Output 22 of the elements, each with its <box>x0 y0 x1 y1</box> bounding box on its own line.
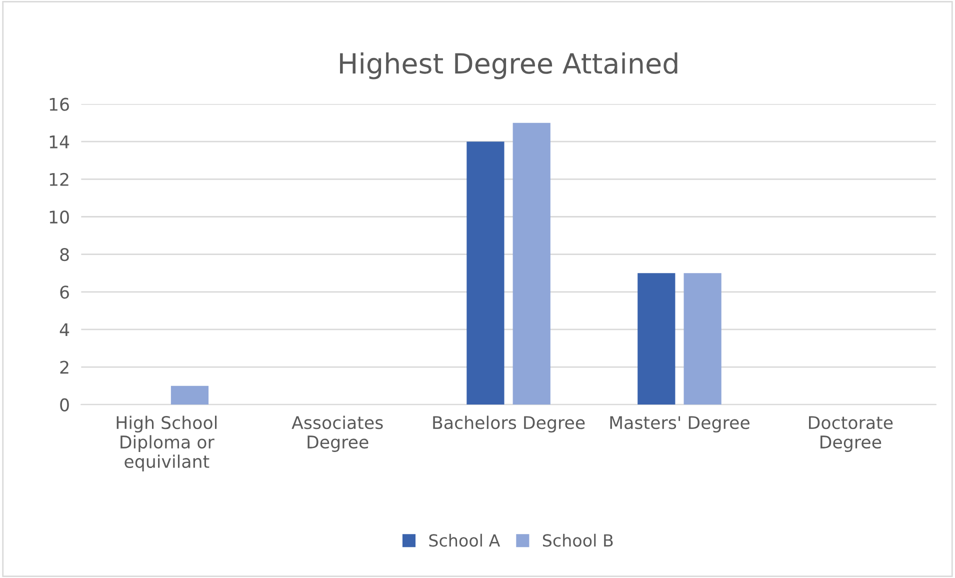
bar <box>466 142 504 405</box>
y-tick-label: 14 <box>50 136 70 148</box>
x-tick-label: Doctorate Degree <box>809 416 893 452</box>
bar <box>512 122 550 405</box>
y-tick-label: 4 <box>60 323 70 336</box>
y-tick-label: 12 <box>50 172 68 186</box>
legend-label: School A <box>429 534 500 547</box>
y-tick-label: 0 <box>60 398 69 412</box>
x-tick-label: Masters' Degree <box>610 416 750 433</box>
chart-title: Highest Degree Attained <box>340 52 678 80</box>
y-tick-label: 6 <box>60 286 69 299</box>
bar <box>170 386 209 405</box>
x-tick-label: Bachelors Degree <box>433 416 585 433</box>
bar <box>684 273 722 405</box>
bar <box>638 273 676 405</box>
y-tick-label: 8 <box>60 248 69 262</box>
y-tick-label: 16 <box>50 98 69 111</box>
legend-label: School B <box>542 534 613 547</box>
x-tick-label: High School Diploma or equivilant <box>116 416 217 472</box>
y-tick-label: 2 <box>60 360 68 374</box>
y-tick-label: 10 <box>50 210 69 224</box>
x-tick-label: Associates Degree <box>292 416 383 452</box>
